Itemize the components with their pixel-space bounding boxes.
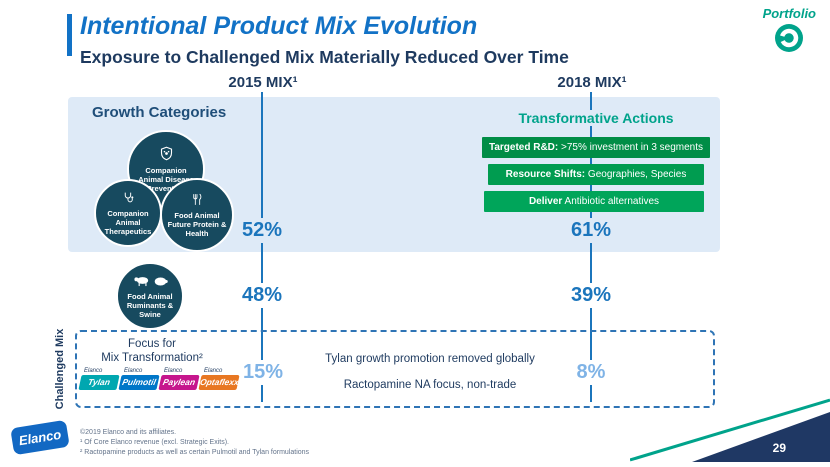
column-header-2015: 2015 MIX¹ (228, 74, 298, 91)
brand-paylean: Elanco Paylean (158, 368, 200, 390)
circle-companion-therapeutics: Companion Animal Therapeutics (94, 179, 162, 247)
footnotes: ©2019 Elanco and its affiliates. ¹ Of Co… (80, 428, 309, 457)
challenged-note-1: Tylan growth promotion removed globally (325, 353, 535, 365)
food-animal-pct-2015: 48% (239, 283, 285, 308)
focus-line-2: Mix Transformation² (101, 352, 203, 365)
challenged-pct-2018: 8% (568, 360, 614, 385)
brand-prefix: Elanco (124, 368, 143, 374)
brand-optaflexx: Elanco Optaflexx (198, 368, 240, 390)
brand-prefix: Elanco (204, 368, 223, 374)
growth-pct-2018: 61% (568, 218, 614, 243)
corner-accent (629, 398, 830, 467)
brand-badge-optaflexx: Optaflexx (198, 375, 240, 390)
timeline-2018 (590, 92, 592, 402)
brand-badge-paylean: Paylean (158, 375, 200, 390)
pig-icon (153, 274, 168, 292)
challenged-mix-side-label: Challenged Mix (54, 328, 66, 410)
column-header-2018: 2018 MIX¹ (557, 74, 627, 91)
action-bold: Deliver (528, 196, 563, 207)
timeline-2015 (261, 92, 263, 402)
circle-food-animal-future: Food Animal Future Protein & Health (160, 178, 234, 252)
brand-pulmotil: Elanco Pulmotil (118, 368, 160, 390)
circle-food-animal-ruminants: Food Animal Ruminants & Swine (116, 262, 184, 330)
action-bold: Resource Shifts: (505, 169, 586, 180)
challenged-pct-2015: 15% (240, 360, 286, 385)
footnote-1: ¹ Of Core Elanco revenue (excl. Strategi… (80, 438, 229, 446)
action-rest: >75% investment in 3 segments (558, 142, 704, 153)
portfolio-donut-icon (774, 23, 804, 58)
portfolio-label: Portfolio (762, 6, 816, 21)
circle-label: Food Animal Ruminants & Swine (126, 291, 174, 319)
food-animal-pct-2018: 39% (568, 283, 614, 308)
growth-pct-2015: 52% (239, 218, 285, 243)
cow-icon (133, 274, 151, 292)
brand-tylan: Elanco Tylan (78, 368, 120, 390)
focus-for-mix-transformation: Focus for Mix Transformation² (92, 337, 212, 366)
brand-badges: Elanco Tylan Elanco Pulmotil Elanco Payl… (78, 368, 240, 390)
page-title: Intentional Product Mix Evolution (80, 12, 478, 40)
circle-label: Companion Animal Disease Prevention (138, 165, 194, 193)
title-accent-bar (67, 14, 72, 56)
copyright-line: ©2019 Elanco and its affiliates. (80, 429, 177, 436)
circle-label: Food Animal Future Protein & Health (167, 210, 227, 238)
utensils-icon (191, 193, 204, 211)
page-number: 29 (772, 441, 786, 455)
circle-label: Companion Animal Therapeutics (104, 208, 152, 236)
brand-badge-pulmotil: Pulmotil (118, 375, 160, 390)
challenged-note-2: Ractopamine NA focus, non-trade (343, 379, 517, 391)
shield-icon (159, 146, 174, 166)
action-rest: Antibiotic alternatives (562, 196, 660, 207)
action-bold: Targeted R&D: (488, 142, 559, 153)
brand-prefix: Elanco (164, 368, 183, 374)
action-rest: Geographies, Species (585, 169, 687, 180)
brand-badge-tylan: Tylan (78, 375, 120, 390)
transformative-actions-heading: Transformative Actions (480, 110, 712, 126)
stethoscope-icon (122, 191, 135, 209)
focus-line-1: Focus for (128, 338, 176, 350)
action-bar-deliver: Deliver Antibiotic alternatives (484, 191, 704, 212)
page-subtitle: Exposure to Challenged Mix Materially Re… (80, 47, 569, 67)
action-bar-resource-shifts: Resource Shifts: Geographies, Species (488, 164, 704, 185)
action-bar-targeted-rd: Targeted R&D: >75% investment in 3 segme… (482, 137, 710, 158)
growth-categories-heading: Growth Categories (92, 104, 227, 121)
challenged-mix-box (75, 330, 715, 408)
elanco-logo: Elanco (10, 419, 70, 456)
portfolio-tag: Portfolio (763, 6, 816, 58)
brand-prefix: Elanco (84, 368, 103, 374)
footnote-2: ² Ractopamine products as well as certai… (80, 448, 310, 456)
